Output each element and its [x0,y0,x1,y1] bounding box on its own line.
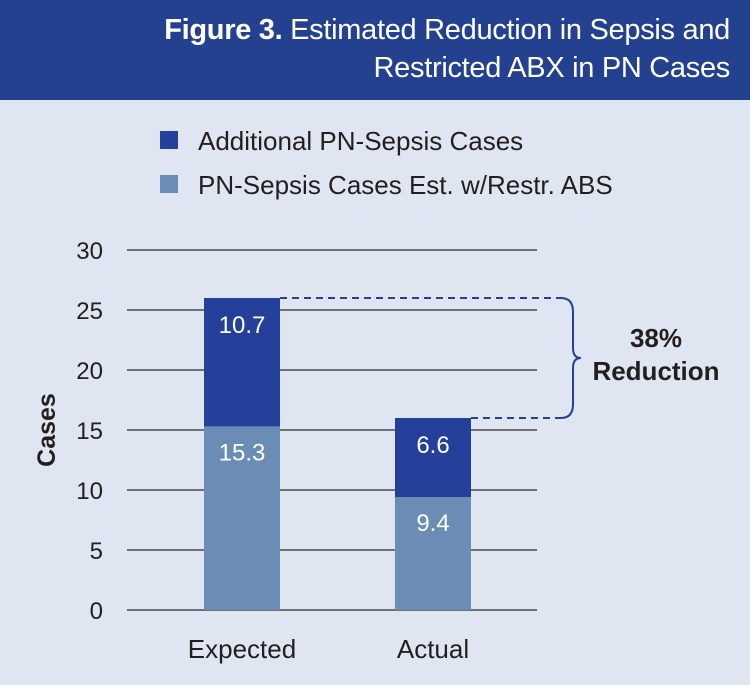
legend-label-1: Additional PN-Sepsis Cases [198,126,523,156]
figure-title-text: Estimated Reduction in Sepsis and [290,14,730,46]
y-tick-label: 15 [76,418,103,445]
figure-label: Figure 3. [164,14,283,46]
legend-swatch-1 [160,131,178,149]
bar-expected-series-1 [204,426,280,610]
y-tick-label: 20 [76,358,103,385]
data-label: 9.4 [416,510,449,537]
y-tick-label: 30 [76,238,103,265]
annotation-percent: 38% [630,323,682,353]
y-tick-label: 25 [76,298,103,325]
data-label: 6.6 [416,432,449,459]
x-tick-label: Expected [188,634,296,664]
annotation-label: Reduction [592,356,719,386]
y-axis-label: Cases [33,393,61,467]
y-tick-label: 10 [76,478,103,505]
y-tick-label: 5 [90,538,103,565]
y-tick-label: 0 [90,598,103,625]
x-tick-label: Actual [397,634,469,664]
bar-actual-series-2 [395,418,471,498]
reduction-brace [560,297,582,419]
data-label: 10.7 [219,312,266,339]
data-label: 15.3 [219,439,266,466]
figure-header: Figure 3. Estimated Reduction in Sepsis … [0,0,750,100]
figure-title-line-2: Restricted ABX in PN Cases [373,52,731,84]
legend-swatch-2 [160,175,178,193]
bar-actual-series-1 [395,497,471,610]
figure-title-line-1: Figure 3. Estimated Reduction in Sepsis … [164,14,730,47]
bar-expected-series-2 [204,298,280,427]
legend-label-2: PN-Sepsis Cases Est. w/Restr. ABS [198,170,613,200]
